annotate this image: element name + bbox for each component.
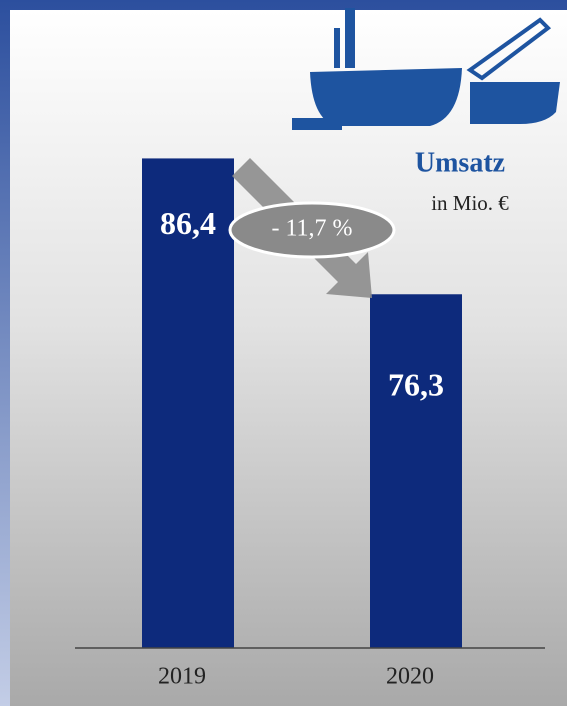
bar: [370, 294, 462, 648]
page: Umsatz in Mio. € - 11,7 % 86,4 2019 76,3 202…: [0, 0, 567, 711]
chart-title: Umsatz: [415, 147, 505, 178]
x-tick-label: 2019: [158, 664, 206, 690]
value-label: 86,4: [160, 205, 216, 241]
x-tick-label: 2020: [386, 664, 434, 690]
value-label: 76,3: [388, 367, 444, 403]
chart: Umsatz in Mio. € - 11,7 % 86,4 2019 76,3 202…: [0, 0, 567, 706]
chart-subtitle: in Mio. €: [431, 191, 509, 215]
annotation: - 11,7 %: [271, 216, 352, 242]
